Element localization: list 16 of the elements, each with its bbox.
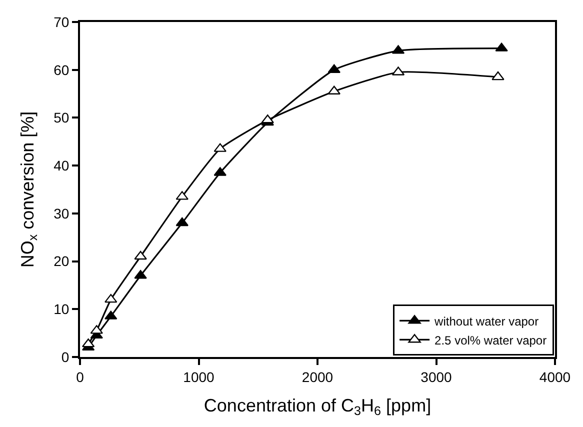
y-tick-label: 50 [54, 110, 70, 126]
x-tick-label: 3000 [420, 368, 452, 385]
y-tick-label: 60 [54, 62, 70, 78]
legend-label: without water vapor [434, 314, 539, 328]
y-tick-label: 0 [61, 348, 70, 365]
x-tick-label: 1000 [183, 368, 215, 385]
legend-label: 2.5 vol% water vapor [434, 333, 547, 348]
y-tick-label: 30 [54, 205, 70, 222]
x-tick-label: 0 [76, 368, 84, 385]
x-tick-label: 4000 [539, 368, 571, 385]
x-axis-title: Concentration of C$_{3}$H$_{6}$ [ppm] [204, 395, 432, 418]
y-tick-label: 20 [54, 253, 70, 270]
y-tick-label: 40 [54, 157, 70, 174]
y-tick-label: 70 [54, 14, 70, 30]
x-tick-label: 2000 [302, 368, 334, 385]
y-tick-label: 10 [54, 301, 70, 318]
